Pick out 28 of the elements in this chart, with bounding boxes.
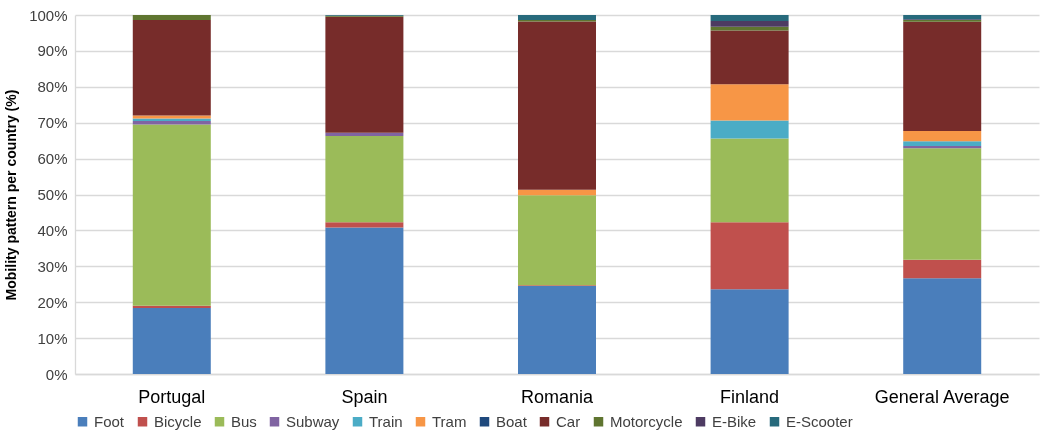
y-tick-label: 70% — [37, 114, 68, 132]
y-tick-label: 30% — [37, 257, 68, 275]
y-tick-label: 100% — [29, 6, 68, 24]
legend-label: Bicycle — [154, 412, 202, 430]
legend-label: Bus — [231, 412, 257, 430]
y-tick-label: 40% — [37, 221, 68, 239]
y-tick-label: 90% — [37, 42, 68, 60]
x-tick-label: General Average — [874, 386, 1010, 407]
x-tick-label: Romania — [520, 386, 594, 407]
legend-label: Car — [556, 412, 581, 430]
legend-label: Motorcycle — [610, 412, 683, 430]
y-tick-label: 80% — [37, 78, 68, 96]
legend-label: E-Bike — [712, 412, 757, 430]
x-tick-label: Spain — [341, 386, 388, 407]
legend-label: Foot — [94, 412, 125, 430]
y-tick-label: 0% — [45, 365, 68, 383]
y-tick-label: 20% — [37, 293, 68, 311]
y-axis-title: Mobility pattern per country (%) — [3, 89, 20, 301]
legend-label: Train — [369, 412, 403, 430]
legend-label: E-Scooter — [786, 412, 853, 430]
x-tick-label: Portugal — [138, 386, 206, 407]
legend-label: Tram — [432, 412, 467, 430]
x-tick-label: Finland — [720, 386, 780, 407]
y-tick-label: 60% — [37, 150, 68, 168]
y-tick-label: 50% — [37, 186, 68, 203]
y-tick-label: 10% — [37, 329, 68, 347]
legend-label: Boat — [496, 412, 528, 430]
legend-label: Subway — [286, 412, 340, 430]
